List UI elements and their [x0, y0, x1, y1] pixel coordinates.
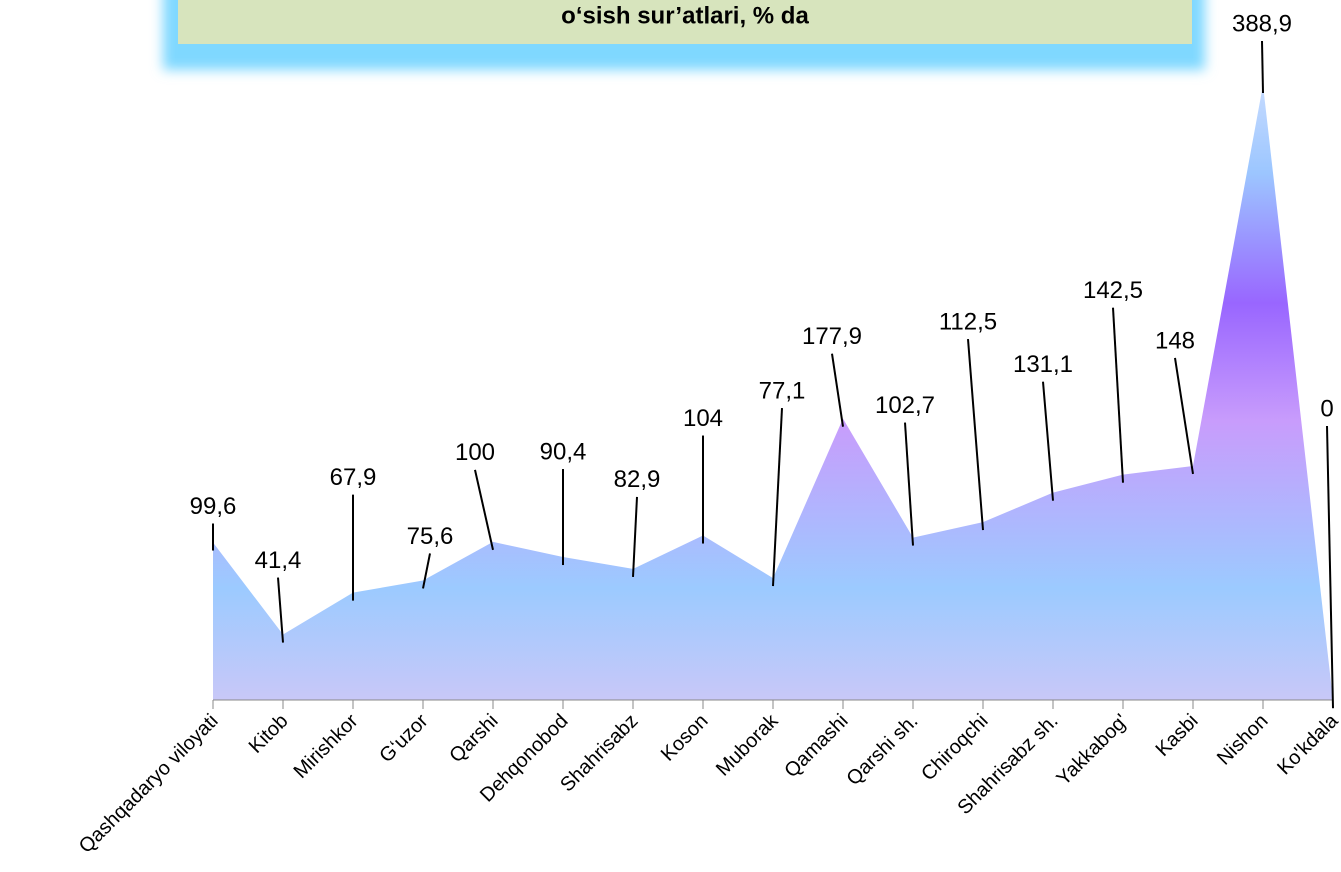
data-label: 102,7 — [875, 392, 935, 419]
leader-line — [1261, 40, 1264, 94]
x-tick-label: Koson — [657, 710, 713, 766]
x-tick-label: Qarshi — [445, 710, 502, 767]
data-label: 99,6 — [190, 493, 237, 520]
data-label: 0 — [1320, 395, 1333, 422]
data-label: 104 — [683, 405, 723, 432]
leader-line — [1326, 425, 1334, 709]
data-label: 112,5 — [939, 308, 997, 335]
data-label: 388,9 — [1232, 10, 1292, 37]
data-label: 148 — [1155, 327, 1195, 354]
leader-line — [772, 408, 783, 587]
x-tick-label: Nishon — [1213, 710, 1273, 770]
x-tick-label: Kasbi — [1152, 710, 1203, 761]
chart-title: o‘sish sur’atlari, % da — [561, 2, 809, 29]
data-label: 90,4 — [540, 438, 587, 465]
leader-line — [277, 577, 284, 643]
leader-line — [967, 339, 984, 531]
leader-line — [474, 469, 494, 551]
data-label: 77,1 — [759, 377, 806, 404]
data-label: 142,5 — [1083, 277, 1143, 304]
x-tick-label: Mirishkor — [290, 710, 363, 783]
data-label: 131,1 — [1013, 351, 1073, 378]
leader-line — [1112, 307, 1124, 483]
x-tick-label: Muborak — [712, 709, 783, 780]
x-tick-label: Yakkabog' — [1052, 710, 1132, 790]
leader-line — [1042, 381, 1054, 501]
data-label: 67,9 — [330, 464, 377, 491]
leader-line — [632, 496, 638, 577]
leader-line — [422, 553, 431, 589]
x-tick-label: Qarshi sh. — [843, 710, 923, 790]
x-tick-label: Ko'kdala — [1273, 709, 1341, 779]
x-tick-label: Qashqadaryo viloyati — [75, 710, 223, 858]
x-tick-label: Qamashi — [780, 710, 852, 782]
data-label: 41,4 — [255, 547, 302, 574]
leader-line — [904, 422, 914, 546]
data-label: 75,6 — [407, 523, 454, 550]
title-box — [178, 0, 1192, 44]
data-label: 177,9 — [802, 323, 862, 350]
leader-line — [831, 353, 844, 427]
x-tick-label: Chiroqchi — [917, 710, 992, 785]
x-tick-label: Kitob — [245, 710, 293, 758]
leader-line — [1174, 357, 1194, 475]
x-tick-label: G‘uzor — [375, 710, 432, 767]
data-label: 82,9 — [614, 466, 661, 493]
data-label: 100 — [455, 439, 495, 466]
